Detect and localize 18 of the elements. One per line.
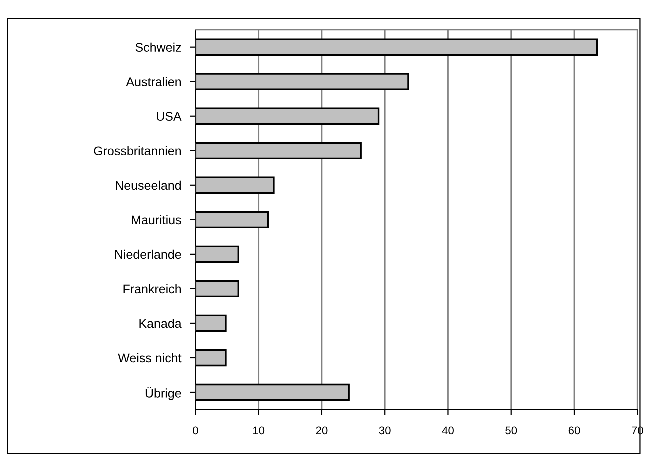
y-tick-label: Grossbritannien bbox=[94, 146, 181, 156]
x-tick-label: 60 bbox=[568, 426, 580, 435]
x-tick-label: 10 bbox=[254, 426, 265, 435]
x-tick-label: 50 bbox=[506, 426, 518, 435]
x-tick-label: 0 bbox=[193, 426, 198, 435]
x-tick-label: 30 bbox=[379, 426, 391, 435]
x-tick-label: 20 bbox=[316, 426, 328, 435]
y-tick-label: Weiss nicht bbox=[118, 353, 182, 363]
y-tick-label: Australien bbox=[126, 77, 181, 87]
y-tick-label: Kanada bbox=[140, 318, 182, 328]
y-tick-label: Mauritius bbox=[132, 215, 182, 225]
y-tick-label: Übrige bbox=[146, 387, 182, 400]
y-tick-label: Neuseeland bbox=[116, 180, 182, 190]
y-tick-label: Frankreich bbox=[124, 284, 181, 294]
y-tick-label: USA bbox=[157, 112, 182, 122]
y-tick-label: Niederlande bbox=[115, 250, 182, 260]
x-tick-label: 40 bbox=[442, 426, 454, 435]
y-tick-label: Schweiz bbox=[136, 42, 182, 52]
